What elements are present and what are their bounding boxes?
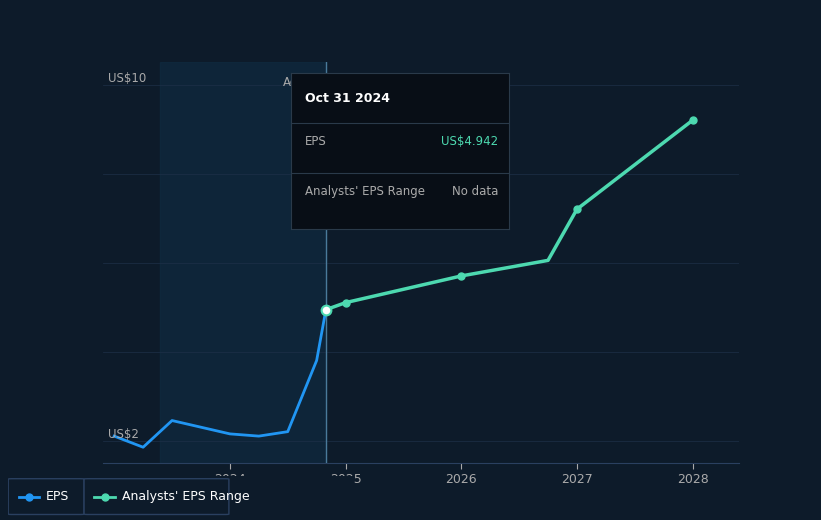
Text: No data: No data xyxy=(452,185,498,198)
Bar xyxy=(160,62,326,463)
Text: Analysts Forecasts: Analysts Forecasts xyxy=(335,76,445,89)
Text: Analysts' EPS Range: Analysts' EPS Range xyxy=(305,185,424,198)
Text: EPS: EPS xyxy=(305,135,326,148)
Text: Oct 31 2024: Oct 31 2024 xyxy=(305,92,389,105)
Text: Analysts' EPS Range: Analysts' EPS Range xyxy=(122,490,250,503)
FancyBboxPatch shape xyxy=(8,479,84,514)
Text: US$4.942: US$4.942 xyxy=(441,135,498,148)
Text: US$10: US$10 xyxy=(108,72,147,85)
Text: US$2: US$2 xyxy=(108,427,140,440)
Text: EPS: EPS xyxy=(46,490,70,503)
FancyBboxPatch shape xyxy=(84,479,229,514)
Text: Actual: Actual xyxy=(283,76,320,89)
